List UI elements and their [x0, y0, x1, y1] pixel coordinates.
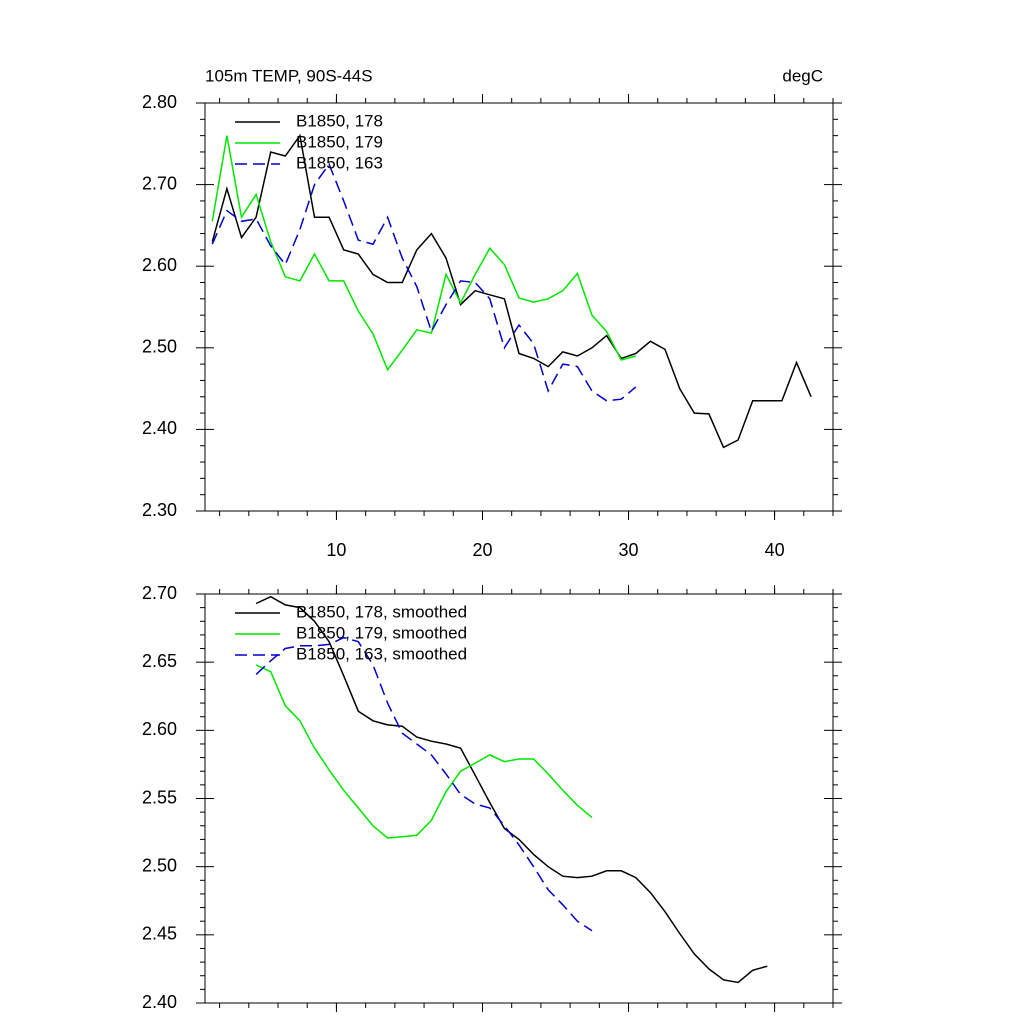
data-line: [255, 664, 593, 839]
y-tick-label: 2.70: [142, 583, 177, 603]
x-tick-label: 40: [765, 540, 785, 560]
data-line: [255, 636, 593, 932]
y-tick-label: 2.60: [142, 719, 177, 739]
y-tick-label: 2.60: [142, 255, 177, 275]
y-tick-label: 2.50: [142, 337, 177, 357]
y-tick-label: 2.30: [142, 500, 177, 520]
x-tick-label: 30: [619, 540, 639, 560]
y-tick-label: 2.70: [142, 173, 177, 193]
y-tick-label: 2.40: [142, 418, 177, 438]
chart-title: 105m TEMP, 90S-44S: [205, 66, 373, 85]
y-tick-label: 2.80: [142, 92, 177, 112]
data-line: [255, 595, 768, 984]
units-label: degC: [782, 66, 823, 85]
legend-label: B1850, 163: [296, 153, 383, 172]
legend-label: B1850, 179: [296, 132, 383, 151]
data-line: [211, 133, 812, 449]
y-tick-label: 2.65: [142, 651, 177, 671]
y-tick-label: 2.40: [142, 992, 177, 1012]
data-line: [211, 135, 636, 372]
y-tick-label: 2.50: [142, 855, 177, 875]
y-tick-label: 2.55: [142, 787, 177, 807]
legend-label: B1850, 179, smoothed: [296, 623, 467, 642]
y-tick-label: 2.45: [142, 924, 177, 944]
data-line: [211, 162, 637, 402]
x-tick-label: 10: [326, 540, 346, 560]
legend-label: B1850, 163, smoothed: [296, 644, 467, 663]
plot-frame: [204, 102, 834, 512]
legend-label: B1850, 178, smoothed: [296, 602, 467, 621]
legend-label: B1850, 178: [296, 111, 383, 130]
x-tick-label: 20: [472, 540, 492, 560]
